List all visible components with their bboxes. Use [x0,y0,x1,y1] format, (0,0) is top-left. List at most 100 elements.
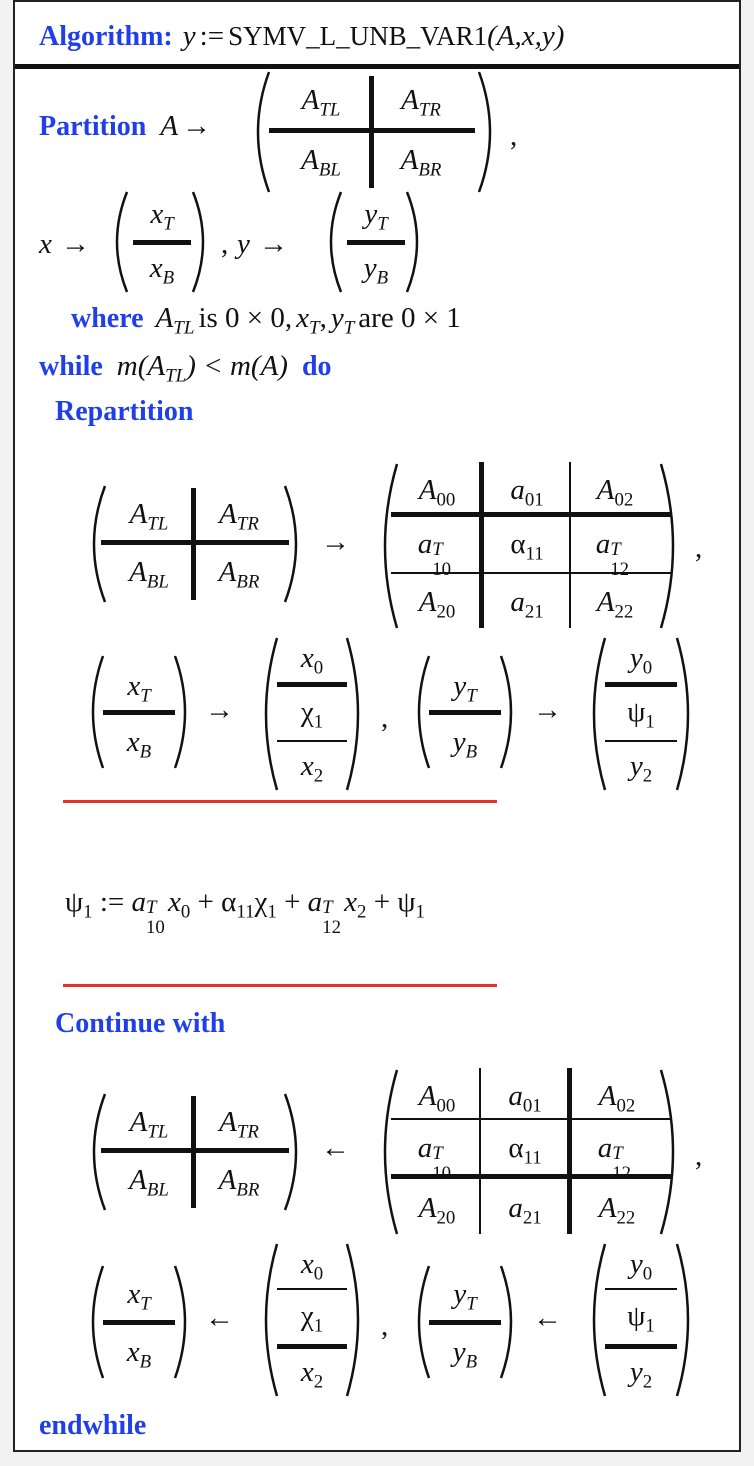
right-paren-icon [345,1243,360,1397]
cell-yB: yB [452,726,478,763]
cell-alpha11: α11 [508,1132,542,1169]
right-paren-icon [659,1069,675,1235]
y-partition-vector: yT yB [319,190,429,294]
repartition-3x3: A00 a01 A02 a T 10 α11 a T 12 A20 a21 A22 [371,462,691,630]
right-paren-icon [499,655,513,769]
cell-A00: A00 [418,474,456,511]
while-condition-mid: ) < m(A) [186,350,288,382]
continue-y-3: y0 ψ1 y2 [581,1242,701,1398]
update-divider-top [63,800,497,803]
algorithm-name: SYMV_L_UNB_VAR1 [228,21,488,51]
partition-vbar [369,76,374,188]
hbar-thick [391,1174,671,1179]
cell-a10T: a T 10 [417,1132,452,1184]
repartition-x-3: x0 χ1 x2 [253,636,373,792]
cell-alpha11: α11 [510,528,544,565]
cell-ATL: ATL [301,84,341,121]
hbar [103,1320,175,1325]
cell-ATL: ATL [129,498,169,535]
vbar-thin [479,1068,481,1234]
vbar-thick [567,1068,572,1234]
where-line: where ATL is 0 × 0, xT, yT are 0 × 1 [71,302,461,339]
while-keyword: while [39,351,103,382]
hbar-thick [605,1344,677,1349]
repartition-comma: , [695,532,703,564]
cell-a12T: a T 12 [595,528,630,580]
right-paren-icon [675,1243,690,1397]
update-statement: ψ1 := a T 10 x0 + α11χ1 + a T 12 x2 + ψ1 [65,886,425,938]
cell-xB: xB [126,726,152,763]
continue-y-2: yT yB [407,1264,527,1380]
cell-ABR: ABR [218,556,260,593]
where-keyword: where [71,303,144,334]
left-paren-icon [592,1243,607,1397]
repartition-arrow: → [321,526,350,558]
cell-ABL: ABL [301,144,341,181]
cell-xT: xT [127,670,151,707]
cell-a01: a01 [508,1080,542,1117]
algorithm-label: Algorithm: [39,21,173,52]
repartition-2x2: ATL ATR ABL ABR [81,484,311,604]
continue-comma: , [695,1140,703,1172]
do-keyword: do [301,351,332,382]
continue-keyword: Continue with [55,1008,226,1039]
partition-line: Partition A → [39,110,211,143]
partition-comma: , [510,120,518,152]
cell-x0: x0 [300,642,324,679]
x-hbar [133,240,191,245]
where-text-2: are 0 × 1 [358,302,461,334]
cell-A20: A20 [418,1192,456,1229]
cell-ATR: ATR [219,498,259,535]
left-paren-icon [115,191,129,293]
endwhile-keyword: endwhile [39,1410,147,1441]
left-paren-icon [417,1265,431,1379]
repartition-y-3: y0 ψ1 y2 [581,636,701,792]
cell-x2: x2 [300,750,324,787]
right-paren-icon [659,463,675,629]
right-paren-icon [345,637,360,791]
y-symbol: y [237,228,250,260]
left-paren-icon [264,1243,279,1397]
right-paren-icon [477,71,492,193]
left-paren-icon [383,463,399,629]
x-y-comma-continue: , [381,1310,389,1342]
x-partition-vector: xT xB [105,190,215,294]
cell-yB: yB [363,252,389,289]
cell-ABL: ABL [129,1164,169,1201]
hbar-thin [277,740,347,742]
hbar-thin [391,572,671,574]
algorithm-args: (A,x,y) [487,20,565,52]
while-condition: m(A [116,350,166,382]
cell-ATR: ATR [219,1106,259,1143]
cell-xT: xT [127,1278,151,1315]
title-rule [15,64,739,69]
update-divider-bottom [63,984,497,987]
vbar-thin [569,462,571,628]
cell-a21: a21 [510,586,544,623]
cell-yB: yB [452,1336,478,1373]
cell-psi1: ψ1 [627,696,655,733]
y-arrow: → [259,228,288,260]
partition-arrow: → [182,110,212,142]
cell-a10T: a T 10 [417,528,452,580]
left-paren-icon [91,655,105,769]
partition-keyword: Partition [39,111,147,142]
cell-x0: x0 [300,1248,324,1285]
cell-xT: xT [150,198,174,235]
while-line: while m(ATL) < m(A) do [39,350,332,387]
hbar-thick [605,682,677,687]
continue-3x3: A00 a01 A02 a T 10 α11 a T 12 A20 a21 A22 [371,1068,691,1236]
cell-a01: a01 [510,474,544,511]
cell-y0: y0 [629,1248,653,1285]
hbar-thick [391,512,671,517]
algorithm-lhs: y [182,20,196,52]
cell-a12T: a T 12 [597,1132,632,1184]
cell-ATL: ATL [129,1106,169,1143]
algorithm-frame: Algorithm: y := SYMV_L_UNB_VAR1(A,x,y) P… [13,0,741,1452]
cell-yT: yT [453,1278,477,1315]
x-arrow: → [61,228,90,260]
partition-A: A [160,110,179,142]
hbar-thin [277,1288,347,1290]
cell-yT: yT [364,198,388,235]
cell-ABL: ABL [129,556,169,593]
